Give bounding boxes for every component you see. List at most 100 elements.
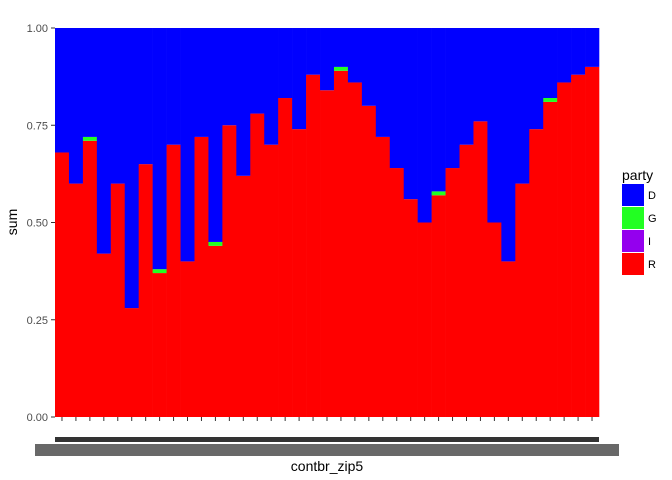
bar-segment-D [347, 28, 363, 83]
x-tick-labels-overplotted [35, 444, 619, 456]
bar-segment-R [515, 183, 530, 417]
bar-segment-G [152, 269, 167, 274]
bar-segment-R [264, 144, 279, 417]
bar-segment-R [459, 144, 474, 417]
legend-label-I: I [648, 236, 651, 248]
bar-segment-R [320, 90, 335, 418]
bar-segment-D [180, 28, 195, 262]
bar-segment-R [361, 105, 377, 418]
bar-segment-D [459, 28, 474, 145]
bar-segment-D [68, 28, 84, 184]
bar-segment-R [445, 168, 460, 417]
bar-segment-R [222, 125, 237, 417]
bar-segment-D [110, 28, 126, 184]
bar-segment-D [250, 28, 265, 114]
bar-segment-R [501, 261, 516, 417]
y-tick-label: 0.75 [27, 120, 48, 132]
bar-segment-D [417, 28, 432, 223]
bar-segment-D [236, 28, 251, 176]
bar-segment-D [264, 28, 279, 145]
bar-segment-D [389, 28, 405, 169]
bar-segment-D [361, 28, 377, 106]
y-axis-title: sum [4, 209, 20, 235]
legend-key-D [622, 184, 644, 206]
x-axis [35, 417, 619, 456]
bar-segment-R [82, 140, 98, 417]
bar-segment-D [403, 28, 418, 200]
bar-segment-D [306, 28, 321, 75]
legend-title: party [622, 167, 653, 183]
bar-segment-R [124, 308, 139, 417]
bar-segment-D [124, 28, 139, 309]
y-tick-label: 1.00 [27, 23, 48, 35]
bar-segment-G [208, 241, 223, 246]
bar-segment-G [543, 98, 558, 102]
bar-segment-R [487, 222, 502, 417]
bar-segment-D [292, 28, 307, 130]
bar-segment-R [585, 66, 600, 418]
bar-segment-G [82, 136, 98, 141]
bar-segment-R [152, 273, 167, 417]
y-axis: 0.00 0.25 0.50 0.75 1.00 [27, 23, 55, 424]
bar-segment-R [543, 101, 558, 417]
bar-segment-D [333, 28, 349, 67]
bar-segment-D [194, 28, 209, 137]
bar-segment-R [138, 164, 153, 417]
bar-segment-R [110, 183, 126, 417]
bar-segment-D [96, 28, 112, 254]
bar-segment-R [403, 199, 418, 417]
legend-label-D: D [648, 190, 656, 202]
y-tick-label: 0.50 [27, 218, 48, 230]
bar-segment-D [571, 28, 586, 75]
bar-segment-R [347, 82, 363, 418]
bar-segment-D [445, 28, 460, 169]
legend-key-I [622, 230, 644, 252]
y-tick-label: 0.00 [27, 412, 48, 424]
bar-segment-R [333, 70, 349, 417]
bar-segment-D [222, 28, 237, 126]
bar-segment-D [152, 28, 167, 270]
legend-key-G [622, 207, 644, 229]
bar-segment-D [278, 28, 293, 99]
bar-segment-D [487, 28, 502, 223]
x-tick-labels-overplotted [55, 437, 599, 442]
legend-key-R [622, 253, 644, 275]
bar-segment-R [431, 195, 446, 417]
bar-segment-D [166, 28, 181, 145]
bar-segment-R [306, 74, 321, 418]
bar-segment-D [375, 28, 391, 137]
bar-segment-D [320, 28, 335, 91]
plot-panel [55, 28, 600, 418]
bar-segment-R [55, 152, 70, 418]
bar-segment-D [431, 28, 446, 192]
bar-segment-D [501, 28, 516, 262]
bar-segment-D [208, 28, 223, 242]
bar-segment-R [557, 82, 572, 418]
bar-segment-R [166, 144, 181, 417]
bar-segment-G [431, 191, 446, 196]
legend-label-G: G [648, 213, 657, 225]
bar-segment-R [473, 121, 488, 418]
bar-segment-R [68, 183, 84, 417]
bar-segment-D [557, 28, 572, 83]
bar-segment-D [515, 28, 530, 184]
bar-segment-R [96, 253, 112, 417]
x-axis-title: contbr_zip5 [291, 458, 364, 474]
bar-segment-D [55, 28, 70, 153]
bar-segment-R [278, 98, 293, 418]
bar-segment-R [236, 175, 251, 417]
bar-segment-D [82, 28, 98, 137]
bar-segment-D [529, 28, 544, 130]
bar-segment-D [138, 28, 153, 165]
bar-segment-R [571, 74, 586, 418]
bar-segment-D [585, 28, 600, 67]
bar-segment-R [194, 136, 209, 418]
bar-segment-G [333, 66, 349, 71]
bar-segment-R [180, 261, 195, 417]
legend-label-R: R [648, 259, 656, 271]
bar-segment-R [250, 113, 265, 417]
bar-segment-R [292, 129, 307, 417]
bar-segment-D [473, 28, 488, 122]
